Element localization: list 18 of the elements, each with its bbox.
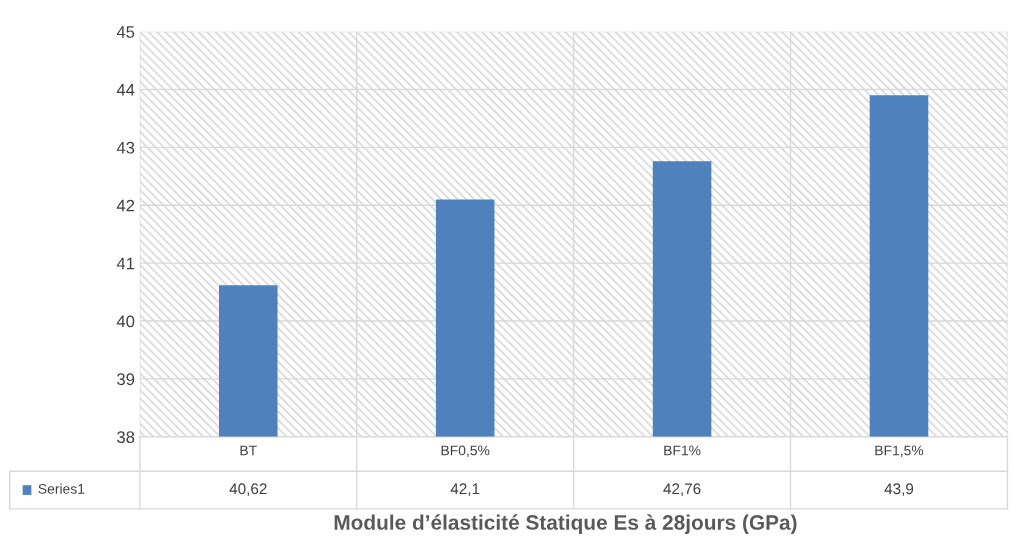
x-tick-label: BF1,5%	[875, 445, 924, 457]
y-tick-label: 41	[116, 257, 135, 270]
y-tick-label: 45	[116, 26, 135, 38]
text: 40,62	[229, 483, 267, 496]
text: 42,1	[450, 483, 480, 496]
y-tick-label: 44	[116, 84, 135, 96]
y-tick-label: 42	[116, 199, 135, 212]
x-tick-label: BF1%	[664, 445, 701, 456]
text: 42,76	[663, 483, 701, 496]
x-tick-label: BF0,5%	[441, 445, 490, 457]
y-tick-label: 43	[116, 141, 135, 154]
x-tick-label: BT	[240, 445, 257, 456]
y-tick-label: 40	[116, 315, 135, 328]
text: 43,9	[884, 483, 914, 496]
y-tick-label: 38	[117, 431, 135, 443]
legend-label: Series1	[38, 483, 85, 494]
y-tick-label: 39	[117, 373, 135, 386]
text: Module d’élasticité Statique Es à 28jours (GPa)	[334, 514, 797, 534]
